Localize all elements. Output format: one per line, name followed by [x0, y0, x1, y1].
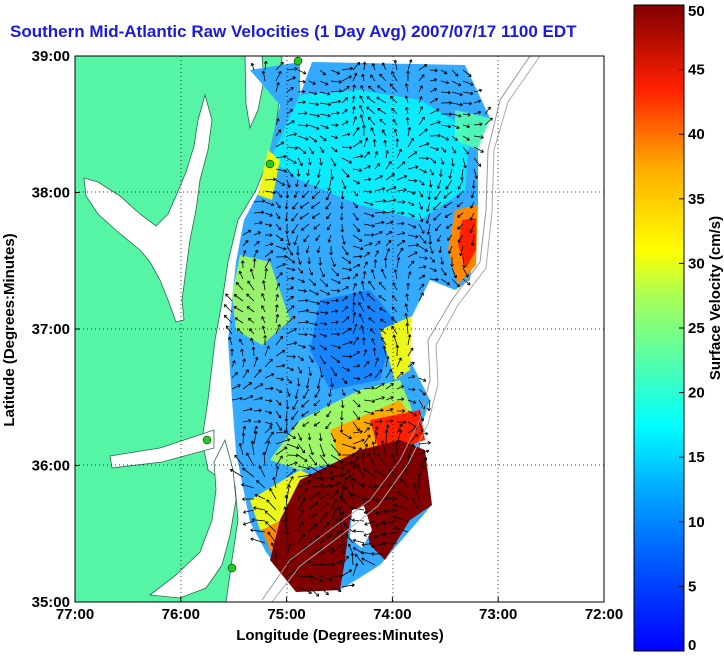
radar-station [227, 563, 237, 573]
x-tick-label: 72:00 [585, 606, 623, 623]
colorbar-tick-label: 30 [688, 255, 705, 272]
radar-station [202, 435, 212, 445]
colorbar-tick-label: 0 [688, 637, 696, 654]
colorbar-tick-label: 35 [688, 191, 705, 208]
colorbar [633, 4, 685, 652]
vector-arrows [223, 59, 493, 597]
radar-station [265, 159, 275, 169]
colorbar-ticks: 0 5 10 15 20 25 30 35 40 45 50 [679, 3, 705, 654]
x-tick-label: 76:00 [162, 606, 200, 623]
map-title: Southern Mid-Atlantic Raw Velocities (1 … [10, 22, 577, 41]
x-tick-label: 74:00 [373, 606, 411, 623]
colorbar-tick-label: 15 [688, 449, 705, 466]
y-tick-label: 37:00 [32, 321, 70, 338]
x-axis-label: Longitude (Degrees:Minutes) [236, 627, 444, 644]
isobath-line [271, 56, 541, 602]
albemarle-sound [109, 429, 215, 469]
y-tick-label: 35:00 [32, 594, 70, 611]
radar-station [293, 56, 303, 66]
y-tick-label: 39:00 [32, 48, 70, 65]
colorbar-tick-label: 45 [688, 62, 705, 79]
y-tick-label: 38:00 [32, 185, 70, 202]
colorbar-tick-label: 40 [688, 126, 705, 143]
x-tick-label: 75:00 [267, 606, 305, 623]
chesapeake-bay [83, 93, 213, 323]
velocity-vectors [223, 59, 493, 597]
colorbar-tick-label: 5 [688, 578, 696, 595]
grid-lines [75, 56, 604, 602]
colorbar-tick-label: 25 [688, 320, 705, 337]
velocity-field [228, 62, 490, 592]
pamlico-sound [148, 438, 237, 599]
y-axis-label: Latitude (Degrees:Minutes) [1, 233, 18, 426]
isobath-line [261, 56, 531, 601]
colorbar-tick-label: 20 [688, 385, 705, 402]
colorbar-tick-label: 50 [688, 3, 705, 20]
colorbar-label: Surface Velocity (cm/s) [707, 216, 724, 380]
y-axis: 35:00 36:00 37:00 38:00 39:00 [32, 48, 80, 611]
y-tick-label: 36:00 [32, 458, 70, 475]
x-tick-label: 77:00 [56, 606, 94, 623]
colorbar-tick-label: 10 [688, 514, 705, 531]
x-tick-label: 73:00 [479, 606, 517, 623]
x-axis: 77:00 76:00 75:00 74:00 73:00 72:00 [56, 597, 623, 623]
